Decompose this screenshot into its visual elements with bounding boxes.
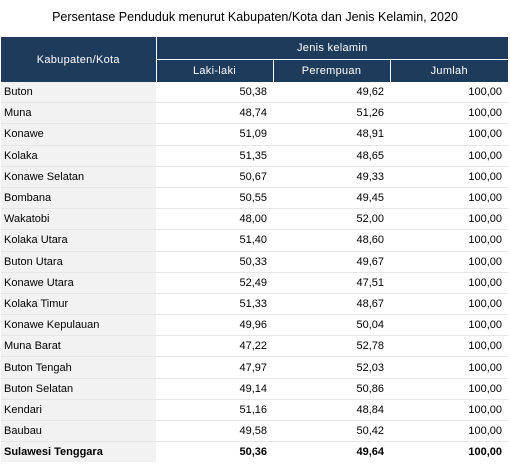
total-column-header: Jumlah	[390, 59, 509, 82]
male-percent-cell: 48,00	[156, 208, 273, 231]
region-column-header: Kabupaten/Kota	[1, 37, 157, 82]
region-name-cell: Buton	[1, 82, 156, 104]
female-percent-cell: 48,91	[273, 123, 390, 146]
total-percent-cell: 100,00	[390, 335, 509, 358]
female-percent-cell: 48,84	[273, 399, 390, 422]
province-name-cell: Sulawesi Tenggara	[1, 441, 156, 463]
total-percent-cell: 100,00	[390, 356, 509, 379]
region-name-cell: Konawe	[1, 123, 156, 146]
table-row: Kolaka 51,35 48,65 100,00	[1, 145, 509, 167]
male-percent-cell: 51,09	[156, 123, 273, 146]
total-percent-cell: 100,00	[390, 272, 509, 294]
region-name-cell: Kolaka Timur	[1, 293, 156, 316]
table-row: Bombana 50,55 49,45 100,00	[1, 187, 509, 210]
table-row: Kendari 51,16 48,84 100,00	[1, 399, 509, 422]
total-percent-cell: 100,00	[390, 251, 509, 273]
region-name-cell: Konawe Utara	[1, 272, 156, 294]
female-percent-cell: 52,03	[273, 356, 390, 379]
female-percent-cell: 48,60	[273, 229, 390, 252]
total-row: Sulawesi Tenggara 50,36 49,64 100,00	[1, 441, 509, 463]
total-percent-cell: 100,00	[390, 123, 509, 146]
region-name-cell: Buton Tengah	[1, 356, 156, 379]
region-name-cell: Muna Barat	[1, 335, 156, 358]
female-percent-cell: 48,65	[273, 145, 390, 167]
table-row: Kolaka Timur 51,33 48,67 100,00	[1, 293, 509, 316]
male-percent-cell: 50,67	[156, 166, 273, 188]
region-name-cell: Muna	[1, 102, 156, 125]
male-percent-cell: 50,38	[156, 82, 273, 104]
province-total-percent-cell: 100,00	[390, 441, 509, 463]
female-percent-cell: 49,62	[273, 82, 390, 104]
male-percent-cell: 51,33	[156, 293, 273, 316]
female-percent-cell: 47,51	[273, 272, 390, 294]
table-row: Buton Tengah 47,97 52,03 100,00	[1, 356, 509, 379]
total-percent-cell: 100,00	[390, 187, 509, 210]
female-percent-cell: 49,67	[273, 251, 390, 273]
total-percent-cell: 100,00	[390, 314, 509, 337]
male-percent-cell: 50,33	[156, 251, 273, 273]
region-name-cell: Kolaka	[1, 145, 156, 167]
region-name-cell: Baubau	[1, 420, 156, 443]
female-percent-cell: 50,04	[273, 314, 390, 337]
female-percent-cell: 49,45	[273, 187, 390, 210]
total-percent-cell: 100,00	[390, 293, 509, 316]
region-name-cell: Wakatobi	[1, 208, 156, 231]
table-row: Muna 48,74 51,26 100,00	[1, 102, 509, 125]
total-percent-cell: 100,00	[390, 145, 509, 167]
total-percent-cell: 100,00	[390, 102, 509, 125]
female-percent-cell: 52,00	[273, 208, 390, 231]
female-percent-cell: 50,86	[273, 378, 390, 400]
table-header: Kabupaten/Kota Jenis kelamin Laki-laki P…	[1, 37, 509, 82]
male-percent-cell: 47,22	[156, 335, 273, 358]
total-percent-cell: 100,00	[390, 208, 509, 231]
male-percent-cell: 50,55	[156, 187, 273, 210]
table-row: Konawe 51,09 48,91 100,00	[1, 123, 509, 146]
region-name-cell: Bombana	[1, 187, 156, 210]
sex-group-header: Jenis kelamin	[156, 37, 509, 60]
male-percent-cell: 49,14	[156, 378, 273, 400]
male-column-header: Laki-laki	[156, 59, 274, 82]
table-row: Baubau 49,58 50,42 100,00	[1, 420, 509, 443]
region-name-cell: Konawe Selatan	[1, 166, 156, 188]
female-percent-cell: 51,26	[273, 102, 390, 125]
total-percent-cell: 100,00	[390, 166, 509, 188]
region-name-cell: Kendari	[1, 399, 156, 422]
region-name-cell: Buton Utara	[1, 251, 156, 273]
table-row: Buton Selatan 49,14 50,86 100,00	[1, 378, 509, 400]
male-percent-cell: 51,40	[156, 229, 273, 252]
total-percent-cell: 100,00	[390, 420, 509, 443]
table-row: Buton 50,38 49,62 100,00	[1, 82, 509, 104]
table-row: Konawe Kepulauan 49,96 50,04 100,00	[1, 314, 509, 337]
female-percent-cell: 50,42	[273, 420, 390, 443]
table-row: Buton Utara 50,33 49,67 100,00	[1, 251, 509, 273]
male-percent-cell: 49,58	[156, 420, 273, 443]
male-percent-cell: 47,97	[156, 356, 273, 379]
male-percent-cell: 52,49	[156, 272, 273, 294]
table-row: Konawe Selatan 50,67 49,33 100,00	[1, 166, 509, 188]
table-row: Konawe Utara 52,49 47,51 100,00	[1, 272, 509, 294]
province-female-percent-cell: 49,64	[273, 441, 390, 463]
total-percent-cell: 100,00	[390, 82, 509, 104]
female-percent-cell: 52,78	[273, 335, 390, 358]
region-name-cell: Konawe Kepulauan	[1, 314, 156, 337]
female-percent-cell: 48,67	[273, 293, 390, 316]
total-percent-cell: 100,00	[390, 399, 509, 422]
female-percent-cell: 49,33	[273, 166, 390, 188]
region-name-cell: Buton Selatan	[1, 378, 156, 400]
population-table: Kabupaten/Kota Jenis kelamin Laki-laki P…	[1, 37, 509, 463]
table-title: Persentase Penduduk menurut Kabupaten/Ko…	[52, 10, 458, 24]
male-percent-cell: 51,35	[156, 145, 273, 167]
table-body: Buton 50,38 49,62 100,00 Muna 48,74 51,26 100,0…	[1, 82, 509, 463]
total-percent-cell: 100,00	[390, 378, 509, 400]
table-row: Wakatobi 48,00 52,00 100,00	[1, 208, 509, 231]
total-percent-cell: 100,00	[390, 229, 509, 252]
table-row: Kolaka Utara 51,40 48,60 100,00	[1, 229, 509, 252]
male-percent-cell: 48,74	[156, 102, 273, 125]
province-male-percent-cell: 50,36	[156, 441, 273, 463]
table-row: Muna Barat 47,22 52,78 100,00	[1, 335, 509, 358]
male-percent-cell: 49,96	[156, 314, 273, 337]
male-percent-cell: 51,16	[156, 399, 273, 422]
female-column-header: Perempuan	[273, 59, 391, 82]
region-name-cell: Kolaka Utara	[1, 229, 156, 252]
